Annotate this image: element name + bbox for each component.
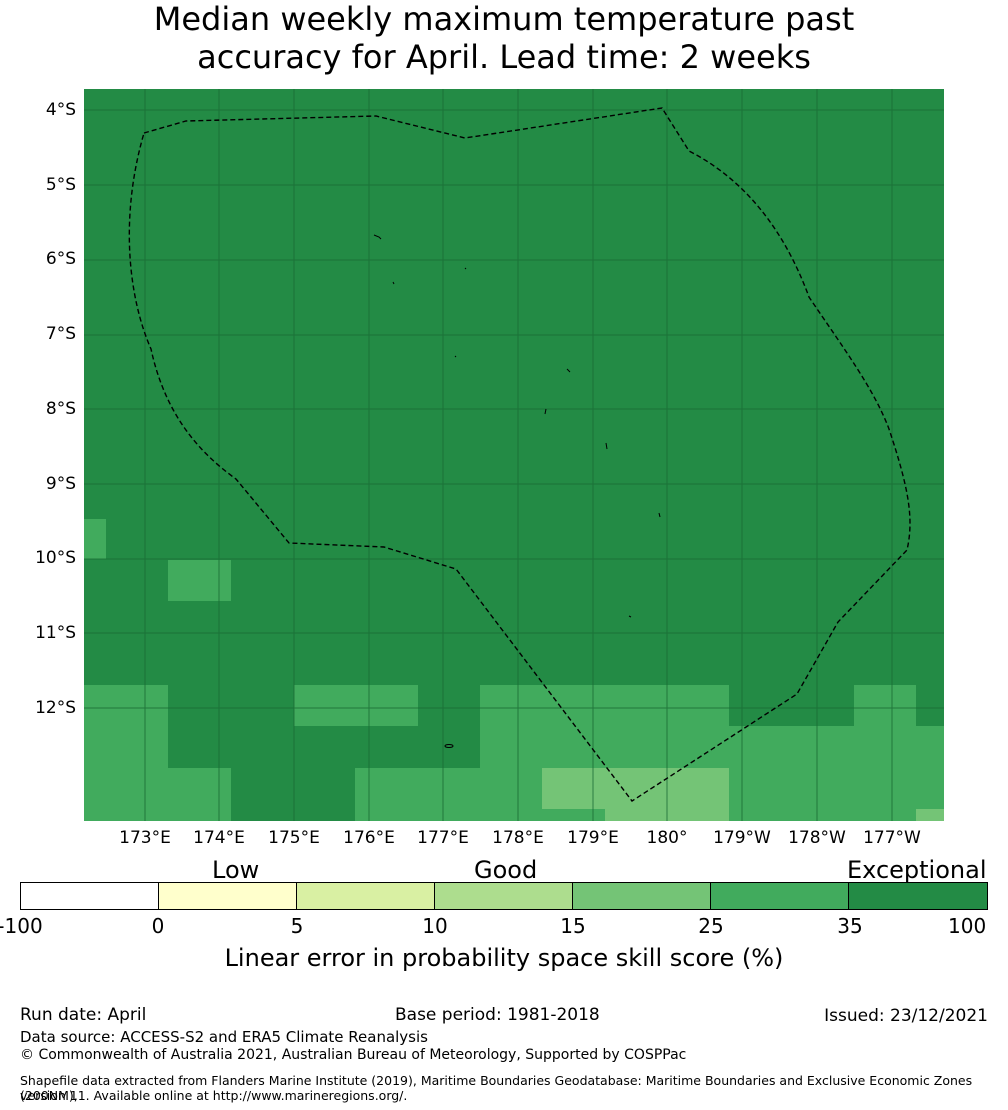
lon-label: 173°E [119, 828, 171, 848]
skill-cell [355, 768, 418, 821]
run-date: Run date: April [20, 1005, 147, 1025]
base-period: Base period: 1981-2018 [395, 1005, 600, 1025]
island [454, 355, 457, 358]
lon-label: 175°E [268, 828, 320, 848]
category-exceptional: Exceptional [847, 856, 987, 884]
colorbar-tick: 100 [948, 914, 987, 938]
colorbar-tick: 10 [422, 914, 448, 938]
title-line-1: Median weekly maximum temperature past [153, 0, 855, 38]
category-good: Good [474, 856, 538, 884]
lon-label: 174°E [193, 828, 245, 848]
lon-label: 177°W [863, 828, 921, 848]
island [464, 267, 467, 270]
lon-label: 178°W [788, 828, 846, 848]
island [392, 281, 395, 285]
shapefile-credit-2: version 11. Available online at http://w… [20, 1088, 408, 1103]
lon-label: 178°E [492, 828, 544, 848]
colorbar-tick: 5 [290, 914, 304, 938]
island [544, 408, 547, 415]
lat-label: 9°S [45, 474, 76, 494]
skill-cell [854, 685, 916, 821]
island [444, 744, 454, 748]
issued-date: Issued: 23/12/2021 [824, 1006, 988, 1026]
colorbar-segment [435, 883, 573, 909]
lat-label: 8°S [45, 399, 76, 419]
category-low: Low [212, 856, 260, 884]
island [566, 368, 571, 373]
skill-map [84, 89, 944, 821]
island [628, 615, 632, 618]
skill-cell [729, 726, 854, 821]
lat-label: 7°S [45, 324, 76, 344]
colorbar-segment [711, 883, 849, 909]
lat-label: 4°S [45, 100, 76, 120]
lon-label: 179°W [713, 828, 771, 848]
skill-cell [84, 519, 106, 559]
lon-label: 176°E [343, 828, 395, 848]
island [373, 234, 382, 240]
islands [373, 234, 661, 748]
lon-label: 179°E [567, 828, 619, 848]
title-line-2: accuracy for April. Lead time: 2 weeks [197, 38, 811, 76]
colorbar-tick: 25 [698, 914, 724, 938]
map-title: Median weekly maximum temperature past a… [0, 0, 1008, 76]
skill-cell [168, 768, 231, 821]
shapefile-credit-1: Shapefile data extracted from Flanders M… [20, 1073, 973, 1103]
colorbar-tick: 35 [837, 914, 863, 938]
skill-cell [294, 685, 418, 726]
skill-cell [418, 768, 480, 821]
colorbar-tick: -100 [0, 914, 43, 938]
skill-cell [542, 768, 729, 809]
colorbar-tick: 0 [151, 914, 165, 938]
colorbar-label: Linear error in probability space skill … [224, 944, 784, 972]
skill-cell [916, 726, 944, 821]
skill-cell [168, 560, 231, 601]
skill-cell [84, 685, 168, 821]
copyright: © Commonwealth of Australia 2021, Austra… [20, 1047, 687, 1063]
island [658, 512, 661, 518]
lat-label: 11°S [35, 623, 76, 643]
lon-label: 180° [646, 828, 688, 848]
skill-cell [542, 809, 605, 821]
colorbar-tick: 15 [560, 914, 586, 938]
lat-label: 12°S [35, 698, 76, 718]
lat-label: 5°S [45, 175, 76, 195]
colorbar-segment [159, 883, 297, 909]
lat-label: 6°S [45, 249, 76, 269]
gridlines [84, 89, 944, 821]
colorbar-segment [21, 883, 159, 909]
colorbar-segment [297, 883, 435, 909]
lat-label: 10°S [35, 548, 76, 568]
lon-label: 177°E [417, 828, 469, 848]
colorbar-segment [573, 883, 711, 909]
skill-cell [916, 809, 944, 821]
island [605, 442, 608, 450]
colorbar-segment [849, 883, 987, 909]
colorbar [20, 882, 988, 910]
data-source: Data source: ACCESS-S2 and ERA5 Climate … [20, 1028, 428, 1046]
map-canvas [84, 89, 944, 821]
